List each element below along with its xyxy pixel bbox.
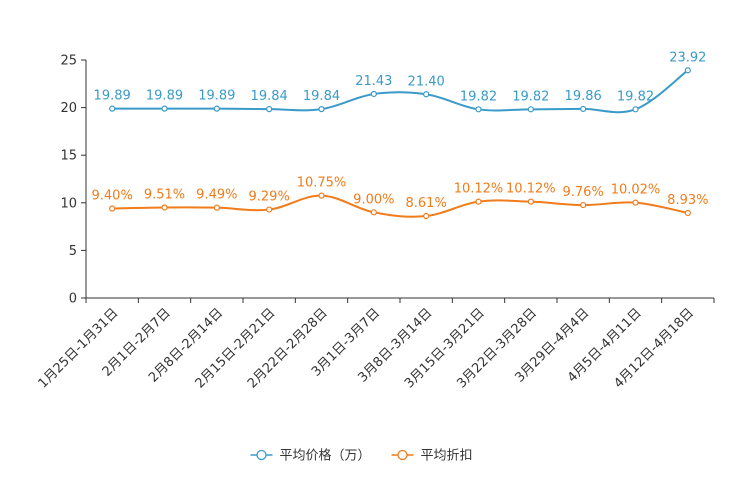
data-label: 9.00% bbox=[353, 192, 394, 207]
data-point bbox=[684, 67, 691, 74]
data-point bbox=[527, 106, 534, 113]
data-label: 10.12% bbox=[506, 182, 556, 197]
data-label: 19.89 bbox=[94, 89, 131, 104]
series-line bbox=[112, 194, 689, 218]
data-point bbox=[632, 199, 639, 206]
data-point bbox=[109, 105, 116, 112]
data-point bbox=[527, 198, 534, 205]
data-label: 9.29% bbox=[249, 190, 290, 205]
series-0: 19.89 19.89 19.89 19.84 19.84 21.43 21.40 19.82… bbox=[94, 50, 706, 114]
data-point bbox=[370, 90, 377, 98]
data-label: 9.76% bbox=[563, 185, 604, 200]
data-point bbox=[475, 106, 482, 113]
y-tick-label: 10 bbox=[60, 196, 77, 211]
legend: 平均价格（万） 平均折扣 bbox=[250, 448, 473, 464]
legend-label: 平均价格（万） bbox=[280, 448, 371, 464]
data-label: 9.49% bbox=[196, 188, 237, 203]
data-label: 10.75% bbox=[297, 176, 347, 191]
axes: 05101520251月25日-1月31日2月1日-2月7日2月8日-2月14日… bbox=[36, 54, 715, 391]
data-label: 19.82 bbox=[617, 89, 654, 104]
y-tick-label: 20 bbox=[60, 101, 77, 116]
data-label: 19.84 bbox=[303, 89, 340, 104]
legend-label: 平均折扣 bbox=[421, 449, 473, 464]
data-point bbox=[109, 205, 116, 212]
data-label: 8.93% bbox=[667, 193, 708, 208]
legend-item-0: 平均价格（万） bbox=[250, 448, 371, 464]
data-point bbox=[370, 209, 377, 216]
legend-item-1: 平均折扣 bbox=[391, 449, 473, 464]
data-point bbox=[266, 106, 273, 113]
data-point bbox=[266, 206, 273, 213]
series-1: 9.40% 9.51% 9.49% 9.29% 10.75% 9.00% 8.61% 10.1… bbox=[92, 176, 708, 220]
y-tick-label: 25 bbox=[60, 54, 77, 69]
legend-marker bbox=[397, 449, 408, 461]
data-point bbox=[423, 212, 430, 220]
data-point bbox=[580, 201, 587, 209]
data-label: 19.82 bbox=[460, 89, 497, 104]
data-point bbox=[632, 106, 639, 113]
y-tick-label: 0 bbox=[69, 292, 77, 307]
data-label: 23.92 bbox=[669, 50, 706, 65]
data-point bbox=[213, 204, 220, 211]
data-point bbox=[161, 204, 168, 211]
y-tick-label: 15 bbox=[60, 149, 77, 164]
data-label: 9.51% bbox=[144, 187, 185, 202]
data-point bbox=[475, 198, 482, 205]
data-point bbox=[161, 105, 168, 112]
data-label: 21.40 bbox=[408, 74, 445, 89]
data-label: 9.40% bbox=[92, 189, 133, 204]
data-point bbox=[318, 192, 325, 199]
data-point bbox=[213, 105, 220, 112]
data-label: 10.12% bbox=[454, 182, 504, 197]
data-label: 19.84 bbox=[251, 89, 288, 104]
data-point bbox=[580, 105, 587, 113]
data-point bbox=[423, 91, 430, 98]
data-label: 10.02% bbox=[611, 183, 661, 198]
data-point bbox=[318, 106, 325, 113]
data-point bbox=[684, 209, 691, 217]
series-line bbox=[112, 69, 689, 114]
data-label: 19.89 bbox=[198, 89, 235, 104]
data-label: 21.43 bbox=[355, 74, 392, 89]
y-tick-label: 5 bbox=[69, 244, 77, 259]
data-label: 19.89 bbox=[146, 89, 183, 104]
data-label: 8.61% bbox=[406, 196, 447, 211]
legend-marker bbox=[256, 449, 267, 461]
data-label: 19.86 bbox=[565, 89, 602, 104]
data-label: 19.82 bbox=[512, 89, 549, 104]
series-layer: 19.89 19.89 19.89 19.84 19.84 21.43 21.40 19.82… bbox=[92, 50, 708, 220]
